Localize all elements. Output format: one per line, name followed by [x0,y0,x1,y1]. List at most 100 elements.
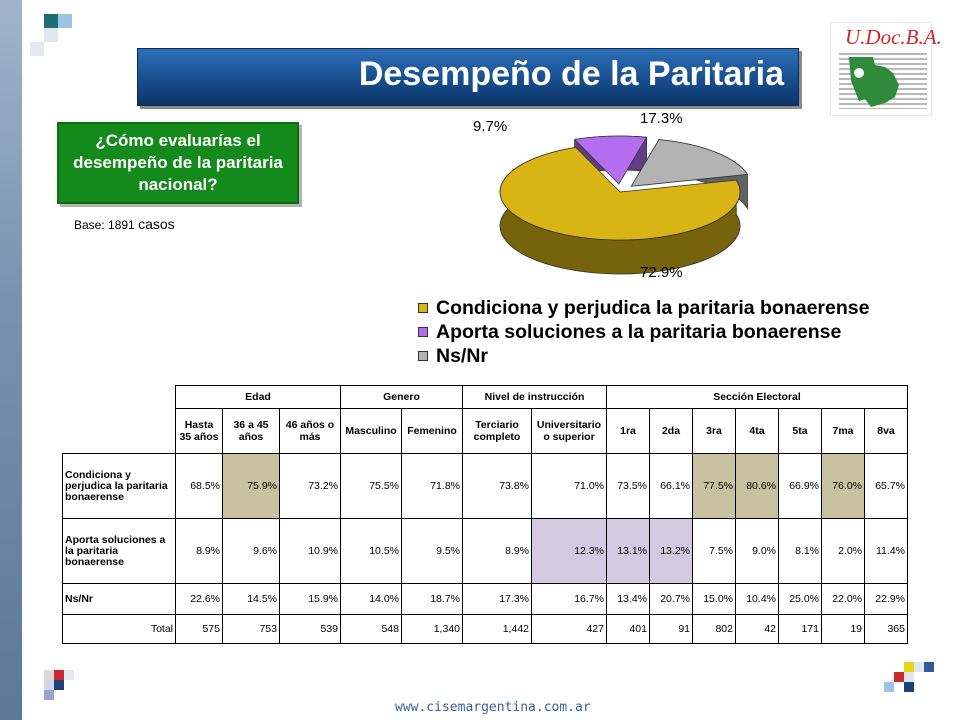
col-header: 8va [864,408,908,454]
pie-label-condiciona: 72.9% [640,264,683,281]
table-row: Ns/Nr 22.6% 14.5% 15.9% 14.0% 18.7% 17.3% 16.7%… [62,583,908,615]
total-cell: 19 [821,614,865,644]
table-cell: 9.5% [401,518,463,584]
table-cell: 8.1% [778,518,822,584]
table-cell: 15.0% [692,583,736,615]
legend-label-aporta: Aporta soluciones a la paritaria bonaere… [436,320,842,343]
table-column-header-row: Hasta 35 años 36 a 45 años 46 años o más… [63,408,908,454]
col-header: Femenino [401,408,463,454]
legend-label-condiciona: Condiciona y perjudica la paritaria bona… [436,296,870,319]
chart-legend: Condiciona y perjudica la paritaria bona… [418,296,869,368]
title-banner: Desempeño de la Paritaria [137,48,799,106]
table-cell: 10.5% [340,518,402,584]
table-cell: 11.4% [864,518,908,584]
legend-item-nsnr: Ns/Nr [418,344,869,368]
col-header: 46 años o más [279,408,341,454]
table-row: Aporta soluciones a la paritaria bonaere… [62,518,908,584]
total-cell: 91 [649,614,693,644]
col-header: 5ta [778,408,822,454]
table-cell: 9.0% [735,518,779,584]
base-note: Base: 1891 casos [74,216,175,232]
table-cell: 20.7% [649,583,693,615]
table-cell: 14.5% [222,583,280,615]
table-cell: 66.1% [649,453,693,519]
legend-swatch-nsnr [418,351,428,361]
col-header: Hasta 35 años [175,408,223,454]
table-cell: 25.0% [778,583,822,615]
legend-item-condiciona: Condiciona y perjudica la paritaria bona… [418,296,869,320]
table-cell: 13.1% [606,518,650,584]
table-cell: 17.3% [462,583,532,615]
base-count: Base: 1891 [74,218,135,232]
table-cell: 13.4% [606,583,650,615]
legend-swatch-aporta [418,327,428,337]
table-cell: 76.0% [821,453,865,519]
table-cell: 8.9% [175,518,223,584]
pie-label-aporta: 9.7% [473,118,508,135]
group-header-nivel: Nivel de instrucción [462,385,607,409]
col-header: 36 a 45 años [222,408,280,454]
table-cell: 12.3% [531,518,607,584]
total-cell: 753 [222,614,280,644]
table-cell: 18.7% [401,583,463,615]
group-header-edad: Edad [175,385,341,409]
legend-label-nsnr: Ns/Nr [436,344,489,367]
pie-chart [499,135,749,275]
pie-label-nsnr: 17.3% [640,110,683,127]
table-cell: 16.7% [531,583,607,615]
question-box: ¿Cómo evaluarías el desempeño de la pari… [57,122,299,204]
question-text: ¿Cómo evaluarías el desempeño de la pari… [73,131,283,194]
total-cell: 548 [340,614,402,644]
table-cell: 71.0% [531,453,607,519]
udocba-logo: U.Doc.B.A. [830,22,942,116]
group-header-genero: Genero [340,385,463,409]
breakdown-table: Edad Genero Nivel de instrucción Sección… [62,385,908,644]
left-decorative-bar [0,0,22,720]
row-label: Ns/Nr [62,583,176,615]
total-cell: 171 [778,614,822,644]
pie-slice [573,135,648,185]
total-cell: 575 [175,614,223,644]
total-cell: 1,340 [401,614,463,644]
table-cell: 9.6% [222,518,280,584]
table-cell: 77.5% [692,453,736,519]
col-header: Terciario completo [462,408,532,454]
logo-map-shape [849,57,899,107]
total-cell: 42 [735,614,779,644]
total-cell: 427 [531,614,607,644]
table-cell: 71.8% [401,453,463,519]
total-cell: 401 [606,614,650,644]
table-cell: 13.2% [649,518,693,584]
table-cell: 80.6% [735,453,779,519]
table-cell: 66.9% [778,453,822,519]
table-cell: 10.4% [735,583,779,615]
total-label: Total [62,614,176,644]
row-label: Aporta soluciones a la paritaria bonaere… [62,518,176,584]
table-cell: 73.8% [462,453,532,519]
table-cell: 65.7% [864,453,908,519]
table-corner-cell-2 [63,409,176,454]
col-header: Masculino [340,408,402,454]
legend-item-aporta: Aporta soluciones a la paritaria bonaere… [418,320,869,344]
pie-top-layer [499,135,749,241]
table-cell: 75.5% [340,453,402,519]
table-cell: 8.9% [462,518,532,584]
total-cell: 365 [864,614,908,644]
col-header: 7ma [821,408,865,454]
pie-slice [630,139,749,187]
col-header: 2da [649,408,693,454]
table-cell: 73.5% [606,453,650,519]
table-cell: 22.0% [821,583,865,615]
legend-swatch-condiciona [418,303,428,313]
pie-slice [499,146,741,241]
col-header: 4ta [735,408,779,454]
table-cell: 75.9% [222,453,280,519]
table-cell: 14.0% [340,583,402,615]
table-cell: 68.5% [175,453,223,519]
table-group-header-row: Edad Genero Nivel de instrucción Sección… [63,385,908,409]
total-cell: 1,442 [462,614,532,644]
table-corner-cell [63,386,176,409]
base-unit: casos [138,216,175,232]
footer-url: www.cisemargentina.com.ar [395,700,591,715]
col-header: 1ra [606,408,650,454]
